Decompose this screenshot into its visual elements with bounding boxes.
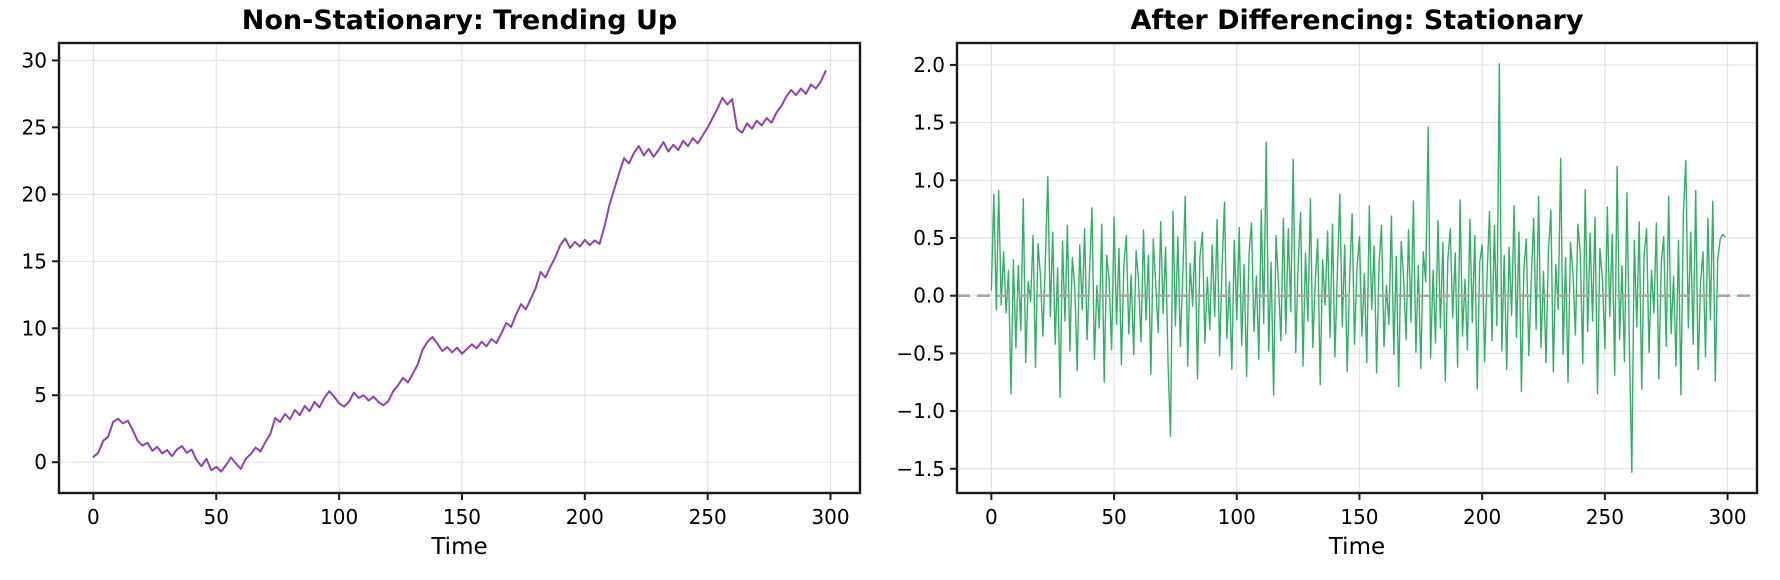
y-tick-label: 30 xyxy=(22,48,47,72)
grid-lines xyxy=(59,43,860,493)
chart-panel-left: Non-Stationary: Trending Up 0 50 100 150 200… xyxy=(22,5,862,560)
right-chart-title: After Differencing: Stationary xyxy=(1130,5,1584,36)
x-tick-label: 300 xyxy=(1708,505,1746,529)
y-tick-label: 1.5 xyxy=(913,111,945,135)
series-line xyxy=(92,70,827,473)
y-tick-label: 10 xyxy=(22,316,47,340)
y-tick-label: 2.0 xyxy=(913,53,945,77)
series-line xyxy=(990,63,1726,473)
plot-background xyxy=(59,43,860,493)
x-tick-label: 200 xyxy=(1463,505,1501,529)
x-tick-label: 150 xyxy=(443,505,481,529)
tick-marks xyxy=(52,59,832,500)
left-chart-title: Non-Stationary: Trending Up xyxy=(241,5,678,36)
plot-frame xyxy=(57,41,862,495)
right-chart-plot: 0 50 100 150 200 250 300 −1.5 −1.0 −0.5 0.0 0.5 1.0 1… xyxy=(896,41,1759,529)
y-tick-label: 1.0 xyxy=(913,168,945,192)
left-chart-plot: 0 50 100 150 200 250 300 0 5 10 15 20 25 30 xyxy=(22,41,862,529)
y-tick-label: −0.5 xyxy=(896,341,945,365)
y-tick-label: 0 xyxy=(34,450,47,474)
y-tick-label: 25 xyxy=(22,115,47,139)
y-tick-label: 20 xyxy=(22,182,47,206)
y-tick-label: −1.5 xyxy=(896,457,945,481)
y-tick-label: 15 xyxy=(22,249,47,273)
x-tick-label: 100 xyxy=(1218,505,1256,529)
y-tick-label: 5 xyxy=(34,383,47,407)
left-chart-xlabel: Time xyxy=(431,534,488,560)
right-chart-xlabel: Time xyxy=(1328,534,1386,560)
x-tick-label: 250 xyxy=(1586,505,1624,529)
tick-labels: 0 50 100 150 200 250 300 0 5 10 15 20 25 30 xyxy=(22,48,850,529)
chart-panel-right: After Differencing: Stationary 0 50 100 150… xyxy=(890,0,1780,580)
y-tick-label: 0.5 xyxy=(913,226,945,250)
y-tick-label: 0.0 xyxy=(913,284,945,308)
x-tick-label: 300 xyxy=(811,505,849,529)
x-tick-label: 150 xyxy=(1340,505,1378,529)
tick-labels: 0 50 100 150 200 250 300 −1.5 −1.0 −0.5 0.0 0.5 1.0 1… xyxy=(896,53,1746,529)
x-tick-label: 50 xyxy=(1101,505,1126,529)
tick-marks xyxy=(950,63,1729,500)
x-tick-label: 0 xyxy=(87,505,100,529)
x-tick-label: 0 xyxy=(985,505,998,529)
x-tick-label: 100 xyxy=(320,505,358,529)
x-tick-label: 50 xyxy=(204,505,229,529)
x-tick-label: 250 xyxy=(689,505,727,529)
x-tick-label: 200 xyxy=(566,505,604,529)
y-tick-label: −1.0 xyxy=(896,399,945,423)
plot-frame xyxy=(955,41,1759,495)
